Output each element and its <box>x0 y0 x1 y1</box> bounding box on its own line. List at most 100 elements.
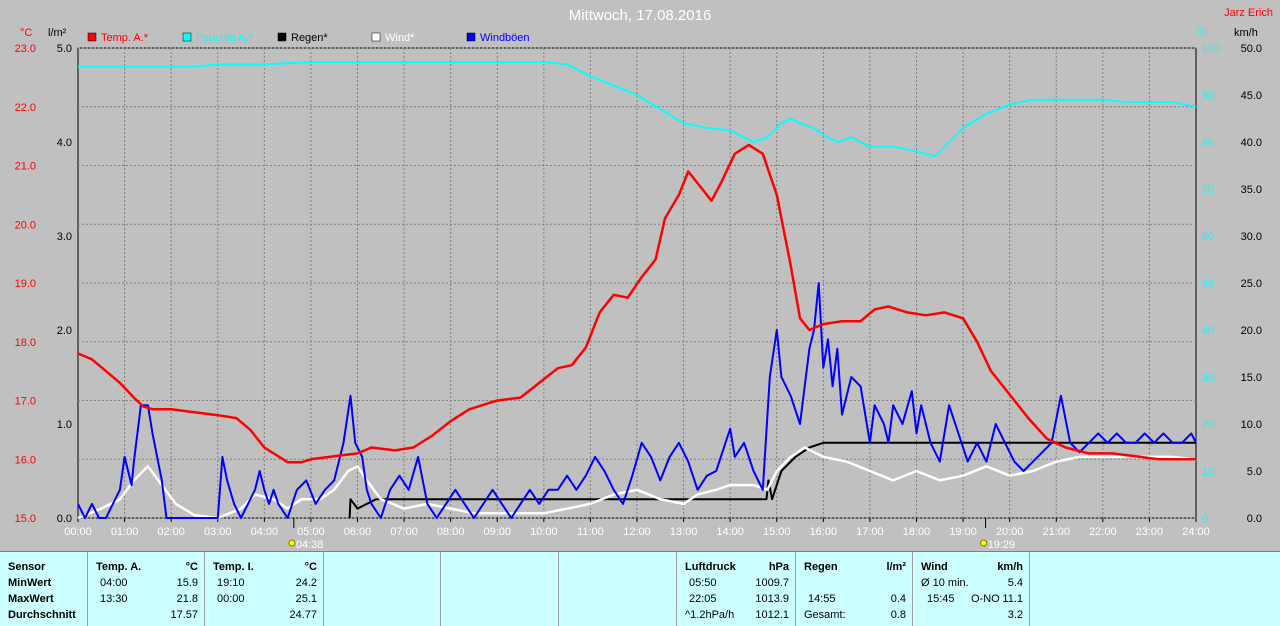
time-tick-label: 03:00 <box>204 526 232 538</box>
legend-label: Wind* <box>385 32 415 44</box>
col-sensor: Sensor MinWert MaxWert Durchschnitt <box>0 552 88 626</box>
time-tick-label: 23:00 <box>1136 526 1164 538</box>
col-temp-a: Temp. A. °C 04:00 15.9 13:30 21.8 17.57 <box>88 552 205 626</box>
wind-max-time: 15:45 <box>927 593 955 605</box>
legend-label: Regen* <box>291 32 328 44</box>
hum-tick-label: 80 <box>1202 137 1214 149</box>
hum-tick-label: 10 <box>1202 466 1214 478</box>
luftdruck-unit: hPa <box>768 561 789 573</box>
rain-tick-label: 0.0 <box>57 513 72 525</box>
legend-swatch <box>182 32 192 42</box>
wind-avg-label: Ø 10 min. <box>921 577 969 589</box>
hum-unit-label: % <box>1197 27 1207 39</box>
wind-tick-label: 50.0 <box>1241 43 1262 55</box>
temp-tick-label: 19.0 <box>15 278 36 290</box>
time-tick-label: 22:00 <box>1089 526 1117 538</box>
temp-tick-label: 17.0 <box>15 396 36 408</box>
luftdruck-avg-value: 1012.1 <box>755 609 789 621</box>
wind-unit: km/h <box>997 561 1023 573</box>
col-wind: Wind km/h Ø 10 min. 5.4 15:45 O-NO 11.1 … <box>913 552 1030 626</box>
wind-avg-value: 5.4 <box>1007 577 1023 589</box>
author-label: Jarz Erich <box>1224 7 1273 19</box>
sunset-icon <box>980 539 988 547</box>
series-line-wind <box>77 446 1197 520</box>
wind-other-value: 3.2 <box>1007 609 1023 621</box>
hum-tick-label: 30 <box>1202 372 1214 384</box>
wind-tick-label: 25.0 <box>1241 278 1262 290</box>
col-luftdruck: Luftdruck hPa 05:50 1009.7 22:05 1013.9 … <box>677 552 796 626</box>
legend-label: Windböen <box>480 32 530 44</box>
series-line-feuchtea <box>78 61 1197 158</box>
time-tick-label: 05:00 <box>297 526 325 538</box>
wind-tick-label: 5.0 <box>1247 466 1262 478</box>
series-line-regen <box>348 441 1196 519</box>
legend-swatch <box>87 32 97 42</box>
hum-tick-label: 60 <box>1202 231 1214 243</box>
time-tick-label: 07:00 <box>390 526 418 538</box>
temp-i-avg-value: 24.77 <box>289 609 317 621</box>
wind-tick-label: 10.0 <box>1241 419 1262 431</box>
rain-unit-label: l/m² <box>48 27 67 39</box>
time-tick-label: 19:00 <box>949 526 977 538</box>
time-tick-label: 09:00 <box>483 526 511 538</box>
sunrise-label: 04:38 <box>296 539 324 551</box>
time-tick-label: 11:00 <box>577 526 604 538</box>
time-tick-label: 04:00 <box>251 526 279 538</box>
temp-tick-label: 22.0 <box>15 102 36 114</box>
regen-unit: l/m² <box>886 561 906 573</box>
hum-tick-label: 40 <box>1202 325 1214 337</box>
hum-tick-label: 70 <box>1202 184 1214 196</box>
legend-swatch <box>371 32 381 42</box>
luftdruck-min-time: 05:50 <box>689 577 717 589</box>
temp-tick-label: 18.0 <box>15 337 36 349</box>
luftdruck-max-time: 22:05 <box>689 593 717 605</box>
time-tick-label: 12:00 <box>623 526 651 538</box>
wind-tick-label: 20.0 <box>1241 325 1262 337</box>
temp-tick-label: 20.0 <box>15 219 36 231</box>
temp-tick-label: 23.0 <box>15 43 36 55</box>
sunset-label: 19:29 <box>988 539 1016 551</box>
row-label-min: MinWert <box>8 577 52 589</box>
wind-tick-label: 35.0 <box>1241 184 1262 196</box>
regen-total-value: 0.8 <box>890 609 906 621</box>
time-tick-label: 18:00 <box>903 526 931 538</box>
luftdruck-trend: ^1.2hPa/h <box>685 609 735 621</box>
wind-tick-label: 45.0 <box>1241 90 1262 102</box>
rain-tick-label: 3.0 <box>57 231 72 243</box>
time-tick-label: 15:00 <box>763 526 791 538</box>
wind-tick-label: 15.0 <box>1241 372 1262 384</box>
temp-i-min-value: 24.2 <box>295 577 317 589</box>
temp-i-header: Temp. I. <box>213 561 254 573</box>
hum-tick-label: 90 <box>1202 90 1214 102</box>
regen-header: Regen <box>804 561 838 573</box>
rain-tick-label: 4.0 <box>57 137 72 149</box>
hum-tick-label: 20 <box>1202 419 1214 431</box>
col-empty-3 <box>559 552 677 626</box>
temp-tick-label: 15.0 <box>15 513 36 525</box>
legend-label: Temp. A.* <box>101 32 149 44</box>
time-tick-label: 16:00 <box>810 526 838 538</box>
temp-i-max-time: 00:00 <box>217 593 245 605</box>
time-tick-label: 21:00 <box>1042 526 1070 538</box>
col-empty-2 <box>441 552 559 626</box>
regen-total-label: Gesamt: <box>804 609 846 621</box>
time-tick-label: 02:00 <box>157 526 185 538</box>
legend-label: Feuchte A.* <box>196 32 254 44</box>
chart-legend: Temp. A.* Feuchte A.* Regen* Wind* Windböen <box>87 32 530 44</box>
temp-a-unit: °C <box>185 561 198 573</box>
temp-a-min-value: 15.9 <box>176 577 198 589</box>
rain-tick-label: 5.0 <box>57 43 72 55</box>
wind-max-value: 11.1 <box>1002 593 1023 605</box>
time-tick-label: 20:00 <box>996 526 1024 538</box>
rain-tick-label: 1.0 <box>57 419 72 431</box>
regen-max-value: 0.4 <box>890 593 906 605</box>
luftdruck-min-value: 1009.7 <box>755 577 789 589</box>
time-tick-label: 13:00 <box>670 526 698 538</box>
time-tick-label: 06:00 <box>344 526 372 538</box>
wind-tick-label: 40.0 <box>1241 137 1262 149</box>
luftdruck-header: Luftdruck <box>685 561 736 573</box>
wind-unit-label: km/h <box>1234 27 1258 39</box>
chart-title: Mittwoch, 17.08.2016 <box>569 7 712 24</box>
series-line-windben <box>77 282 1197 519</box>
col-regen: Regen l/m² 14:55 0.4 Gesamt: 0.8 <box>796 552 913 626</box>
